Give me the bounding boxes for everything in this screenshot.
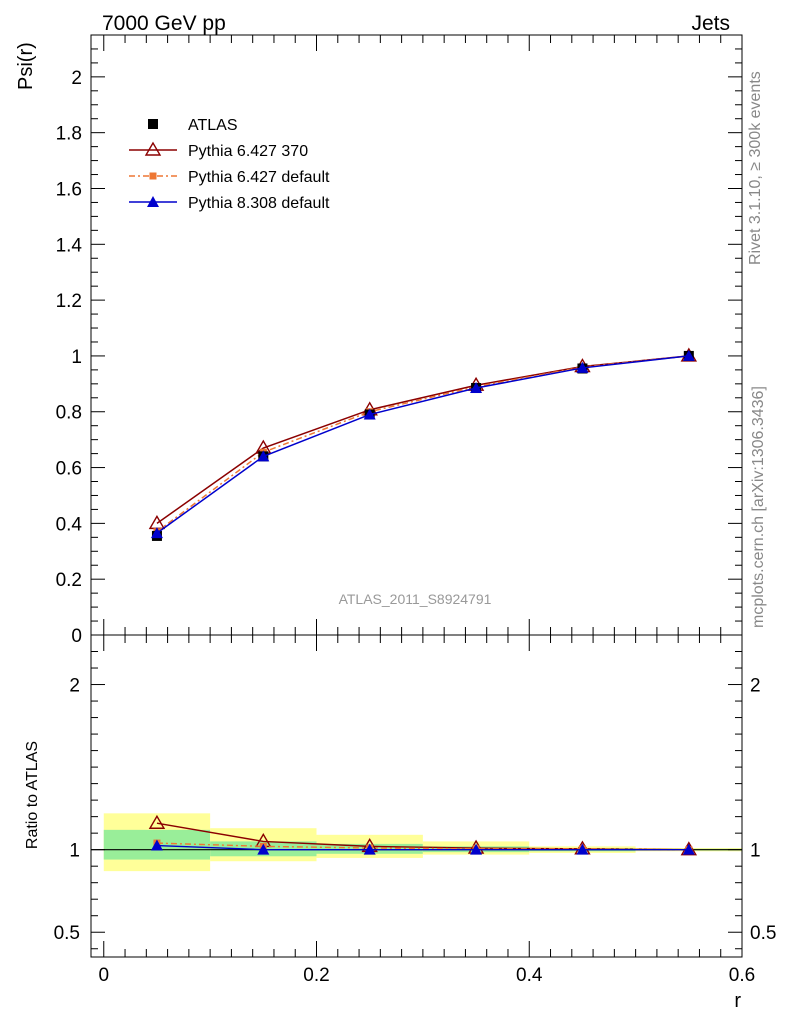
ratio-y-tick-label-right: 0.5	[750, 923, 776, 944]
legend-label-pythia-6-427-370: Pythia 6.427 370	[188, 143, 308, 160]
series-line-pythia-6-427-370	[156, 355, 689, 524]
x-axis-label: r	[734, 990, 741, 1012]
ratio-y-tick-label-right: 2	[750, 676, 761, 697]
ratio-point-pythia-8-308-default	[363, 843, 376, 855]
header-left: 7000 GeV pp	[102, 12, 226, 35]
data-point-pythia-6-427-370	[148, 514, 166, 530]
legend-marker-pythia-6-427-default	[149, 172, 157, 180]
ratio-y-tick-label-left: 2	[69, 676, 80, 697]
series-pythia-6-427-370	[148, 347, 698, 530]
legend: ATLAS Pythia 6.427 370 Pythia 6.427 defaul…	[129, 117, 330, 212]
x-tick-label: 0	[98, 965, 109, 986]
data-point-pythia-8-308-default	[257, 450, 270, 462]
ratio-series-pythia-8-308-default	[150, 839, 695, 855]
main-y-tick-label: 0.4	[56, 514, 83, 535]
analysis-watermark: ATLAS_2011_S8924791	[339, 591, 492, 607]
ratio-y-tick-label-left: 0.5	[54, 923, 80, 944]
data-point-pythia-8-308-default	[576, 361, 589, 373]
main-y-tick-label: 0.2	[56, 570, 82, 591]
main-y-tick-label: 1.8	[56, 124, 82, 145]
series-pythia-8-308-default	[150, 349, 695, 539]
data-point-pythia-8-308-default	[150, 527, 163, 539]
ratio-y-axis-label: Ratio to ATLAS	[24, 741, 41, 849]
legend-marker-pythia-8-308-default	[147, 196, 159, 207]
main-y-tick-label: 0.8	[56, 403, 82, 424]
header-right: Jets	[691, 12, 730, 35]
main-y-tick-label: 0	[71, 626, 82, 647]
ratio-point-pythia-8-308-default	[682, 843, 695, 855]
x-tick-label: 0.2	[303, 965, 329, 986]
main-y-tick-label: 1.2	[56, 291, 82, 312]
main-y-tick-label: 1.4	[56, 235, 83, 256]
ratio-panel: 0.5 0.5 1 1 2 2 0 0.2 0.4 0.6	[54, 634, 776, 986]
ratio-point-pythia-8-308-default	[470, 843, 483, 855]
series-line-pythia-6-427-default	[156, 355, 689, 533]
legend-label-atlas: ATLAS	[188, 117, 238, 134]
legend-marker-pythia-6-427-370	[144, 141, 162, 156]
main-y-tick-label: 0.6	[56, 459, 82, 480]
ratio-point-pythia-8-308-default	[257, 843, 270, 855]
x-tick-label: 0.4	[516, 965, 543, 986]
main-y-tick-label: 1.6	[56, 179, 82, 200]
ratio-y-tick-label-right: 1	[750, 841, 761, 862]
series-atlas	[151, 350, 694, 541]
ratio-point-pythia-6-427-370	[148, 814, 166, 829]
legend-marker-atlas	[148, 119, 158, 129]
main-y-tick-label: 2	[71, 68, 82, 89]
ratio-frame	[90, 634, 743, 958]
mcplots-info-text: mcplots.cern.ch [arXiv:1306.3436]	[750, 386, 767, 628]
series-pythia-6-427-default	[153, 352, 693, 536]
ratio-y-tick-label-left: 1	[69, 841, 80, 862]
data-point-pythia-8-308-default	[470, 382, 483, 394]
series-line-pythia-8-308-default	[156, 355, 689, 534]
data-point-pythia-8-308-default	[682, 349, 695, 361]
main-panel: 0 0.2 0.4 0.6 0.8 1 1.2 1.4 1.6 1.8 2	[56, 34, 743, 647]
ratio-point-pythia-8-308-default	[576, 843, 589, 855]
x-tick-label: 0.6	[729, 965, 755, 986]
ratio-line-pythia-8-308-default	[156, 844, 689, 851]
ratio-point-pythia-8-308-default	[150, 839, 163, 851]
data-point-pythia-8-308-default	[363, 408, 376, 420]
main-y-tick-label: 1	[71, 347, 82, 368]
legend-label-pythia-6-427-default: Pythia 6.427 default	[188, 169, 330, 186]
main-y-axis-label: Psi(r)	[15, 42, 37, 90]
rivet-info-text: Rivet 3.1.10, ≥ 300k events	[747, 71, 764, 265]
legend-label-pythia-8-308-default: Pythia 8.308 default	[188, 195, 330, 212]
